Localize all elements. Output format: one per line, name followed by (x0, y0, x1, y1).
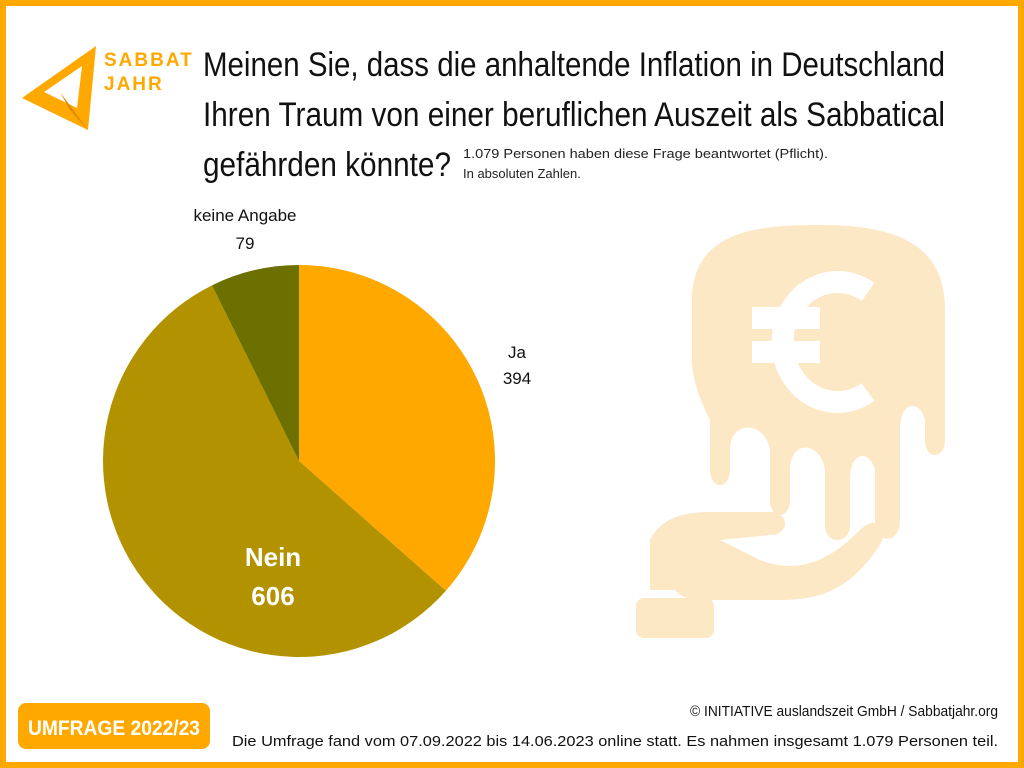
slice-label: keine Angabe (193, 206, 296, 225)
badge-text: UMFRAGE 2022/23 (28, 717, 200, 740)
chart-title: Meinen Sie, dass die anhaltende Inflatio… (203, 46, 945, 84)
slice-value: 394 (503, 369, 531, 388)
copyright: © INITIATIVE auslandszeit GmbH / Sabbatj… (690, 703, 998, 720)
footer-note: Die Umfrage fand vom 07.09.2022 bis 14.0… (232, 733, 998, 750)
euro-icon (636, 225, 945, 638)
chart-subtitle: In absoluten Zahlen. (463, 166, 581, 181)
euro-sign (752, 271, 875, 413)
pie-slice (103, 285, 446, 657)
logo-icon (22, 46, 96, 130)
slice-value: 79 (236, 234, 255, 253)
slice-label: Nein (245, 542, 301, 572)
logo-text: JAHR (104, 74, 164, 95)
slice-label: Ja (508, 343, 527, 362)
slice-value: 606 (251, 581, 294, 611)
badge (18, 703, 210, 749)
chart-title: Ihren Traum von einer beruflichen Auszei… (203, 96, 945, 134)
pie-slice (211, 265, 299, 461)
pie-slice (299, 265, 495, 591)
logo-text: SABBAT (104, 50, 194, 71)
chart-subtitle: 1.079 Personen haben diese Frage beantwo… (463, 146, 828, 161)
chart-title: gefährden könnte? (203, 146, 451, 184)
